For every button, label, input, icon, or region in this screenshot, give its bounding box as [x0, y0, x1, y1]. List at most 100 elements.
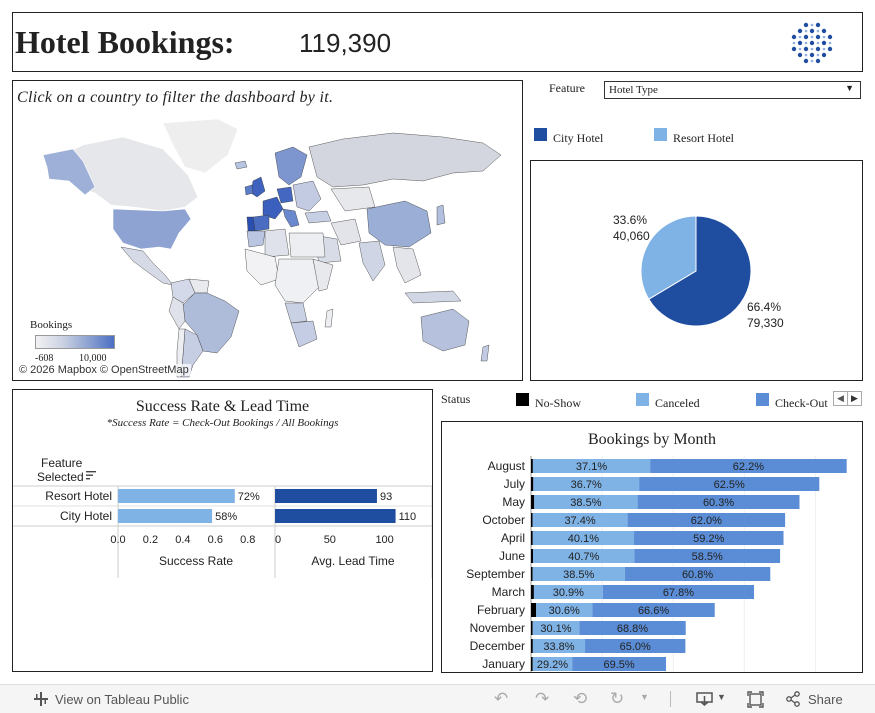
world-map-panel[interactable]: Click on a country to filter the dashboa…: [12, 80, 523, 381]
row-label: Resort Hotel: [45, 489, 112, 503]
sort-icon[interactable]: [85, 469, 97, 481]
legend-swatch-city-hotel[interactable]: [534, 128, 547, 141]
month-bar-check-out: [639, 477, 820, 491]
month-bar-no-show: [531, 621, 533, 635]
refresh-icon[interactable]: ↻: [610, 689, 625, 708]
legend-prev-icon[interactable]: ◀: [833, 391, 848, 406]
month-bar-canceled: [532, 513, 628, 527]
success-rate-tick: 0.2: [143, 534, 158, 546]
country-south-africa: [290, 320, 318, 348]
month-bar-no-show: [531, 567, 533, 581]
month-bar-no-show: [531, 603, 537, 617]
status-swatch-canceled[interactable]: [636, 393, 649, 406]
bookings-by-month-chart[interactable]: August 37.1% 62.2% July 36.7% 62.5% May 38.5% 60…: [442, 422, 862, 672]
month-label: December: [470, 639, 525, 653]
country-india: [358, 240, 386, 282]
country-peru: [168, 296, 186, 330]
month-bar-no-show: [531, 531, 533, 545]
row-label: City Hotel: [60, 509, 112, 523]
redo-icon[interactable]: ↷: [535, 689, 550, 708]
map-legend-gradient: [35, 335, 115, 349]
download-icon[interactable]: [696, 691, 714, 707]
country-turkey: [304, 210, 332, 224]
pie-slice-resort-hotel: [640, 215, 697, 300]
country-usa: [112, 208, 192, 250]
month-label: August: [488, 459, 526, 473]
revert-icon[interactable]: ⟲: [573, 689, 588, 708]
country-japan: [436, 204, 446, 226]
month-bar-value-label: 65.0%: [620, 641, 651, 653]
legend-label-city-hotel[interactable]: City Hotel: [553, 131, 604, 145]
month-bar-value-label: 38.5%: [563, 569, 594, 581]
month-bar-canceled: [534, 495, 638, 509]
map-attribution[interactable]: © 2026 Mapbox © OpenStreetMap: [17, 364, 191, 376]
undo-icon[interactable]: ↶: [494, 689, 509, 708]
country-se-asia: [392, 246, 422, 284]
country-kazakhstan: [330, 186, 376, 212]
map-legend-max: 10,000: [79, 353, 107, 364]
pie-slice-city-hotel: [648, 215, 752, 327]
refresh-dropdown-icon[interactable]: ▼: [640, 692, 649, 702]
success-rate-value-label: 72%: [238, 491, 260, 503]
month-bar-value-label: 66.6%: [638, 605, 669, 617]
month-bar-value-label: 37.1%: [576, 461, 607, 473]
legend-next-icon[interactable]: ▶: [847, 391, 862, 406]
map-legend-min: -608: [35, 353, 54, 364]
pie-label-city-pct: 66.4%: [747, 300, 781, 314]
success-rate-subtitle: *Success Rate = Check-Out Bookings / All…: [106, 417, 339, 429]
success-rate-bar: [118, 509, 213, 523]
share-icon[interactable]: [785, 691, 801, 707]
month-bar-value-label: 62.2%: [733, 461, 764, 473]
country-angola: [284, 302, 308, 324]
country-ireland: [244, 184, 254, 196]
month-bar-canceled: [532, 639, 586, 653]
month-bar-canceled: [533, 477, 640, 491]
success-rate-panel: Success Rate & Lead Time *Success Rate =…: [12, 389, 433, 672]
share-button[interactable]: Share: [808, 692, 843, 707]
month-label: October: [482, 513, 525, 527]
month-bar-value-label: 33.8%: [543, 641, 574, 653]
month-chart-title: Bookings by Month: [587, 431, 716, 448]
tableau-toolbar: View on Tableau Public ↶ ↷ ⟲ ↻ ▼ ▼ Share: [0, 684, 875, 713]
month-bar-check-out: [624, 567, 771, 581]
month-bar-canceled: [532, 657, 573, 671]
month-label: September: [466, 567, 525, 581]
download-dropdown-icon[interactable]: ▼: [717, 692, 726, 702]
legend-swatch-resort-hotel[interactable]: [654, 128, 667, 141]
legend-label-resort-hotel[interactable]: Resort Hotel: [673, 131, 734, 145]
view-on-tableau-link[interactable]: View on Tableau Public: [55, 692, 189, 707]
month-bar-canceled: [536, 603, 593, 617]
dashboard-title: Hotel Bookings:: [15, 24, 235, 60]
fullscreen-icon[interactable]: [747, 691, 764, 708]
country-china: [366, 200, 432, 248]
status-swatch-check-out[interactable]: [756, 393, 769, 406]
status-label-canceled[interactable]: Canceled: [655, 396, 700, 410]
month-bar-check-out: [579, 621, 686, 635]
dropdown-arrow-icon: ▼: [845, 83, 854, 93]
month-label: May: [502, 495, 525, 509]
month-bar-value-label: 30.1%: [540, 623, 571, 635]
status-label-check-out[interactable]: Check-Out: [775, 396, 828, 410]
country-west-africa: [244, 248, 280, 286]
lead-time-tick: 50: [324, 534, 336, 546]
tableau-icon[interactable]: [33, 691, 49, 707]
status-swatch-no-show[interactable]: [516, 393, 529, 406]
success-rate-value-label: 58%: [215, 511, 237, 523]
country-canada: [57, 136, 199, 212]
feature-dropdown[interactable]: Hotel Type ▼: [604, 81, 861, 99]
feature-label: Feature: [549, 81, 585, 95]
month-bar-value-label: 68.8%: [617, 623, 648, 635]
hotel-type-pie[interactable]: 33.6% 40,060 66.4% 79,330: [531, 161, 862, 380]
success-rate-chart[interactable]: Resort Hotel City Hotel 72%58% 0.0 0.2 0.4 0.6…: [13, 390, 432, 671]
country-libya-egypt: [288, 232, 326, 258]
status-label-no-show[interactable]: No-Show: [535, 396, 582, 410]
month-bar-value-label: 38.5%: [570, 497, 601, 509]
country-germany: [276, 186, 294, 204]
month-bar-no-show: [531, 657, 533, 671]
month-bar-check-out: [634, 531, 784, 545]
toolbar-divider: [670, 691, 671, 707]
country-spain: [252, 214, 270, 232]
month-bar-check-out: [572, 657, 667, 671]
month-label: February: [477, 603, 525, 617]
country-iceland: [234, 160, 248, 170]
